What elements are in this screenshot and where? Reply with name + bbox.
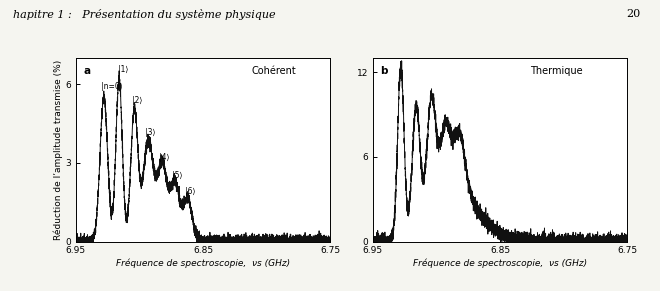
Text: |1⟩: |1⟩ (118, 65, 129, 74)
Text: b: b (381, 65, 388, 76)
Text: hapitre 1 :   Présentation du système physique: hapitre 1 : Présentation du système phys… (13, 9, 276, 20)
Y-axis label: Réduction de l’amplitude transmise (%): Réduction de l’amplitude transmise (%) (53, 60, 63, 240)
Text: a: a (84, 65, 90, 76)
Text: |2⟩: |2⟩ (131, 96, 142, 105)
Text: 20: 20 (626, 9, 640, 19)
Text: |4⟩: |4⟩ (159, 153, 169, 162)
Text: |6⟩: |6⟩ (185, 187, 195, 196)
Text: |n=0⟩: |n=0⟩ (101, 82, 122, 91)
X-axis label: Fréquence de spectroscopie,  νs (GHz): Fréquence de spectroscopie, νs (GHz) (413, 258, 587, 268)
X-axis label: Fréquence de spectroscopie,  νs (GHz): Fréquence de spectroscopie, νs (GHz) (116, 258, 290, 268)
Text: Cohérent: Cohérent (251, 65, 296, 76)
Text: Thermique: Thermique (529, 65, 582, 76)
Text: |5⟩: |5⟩ (172, 171, 182, 180)
Text: |3⟩: |3⟩ (145, 128, 155, 137)
